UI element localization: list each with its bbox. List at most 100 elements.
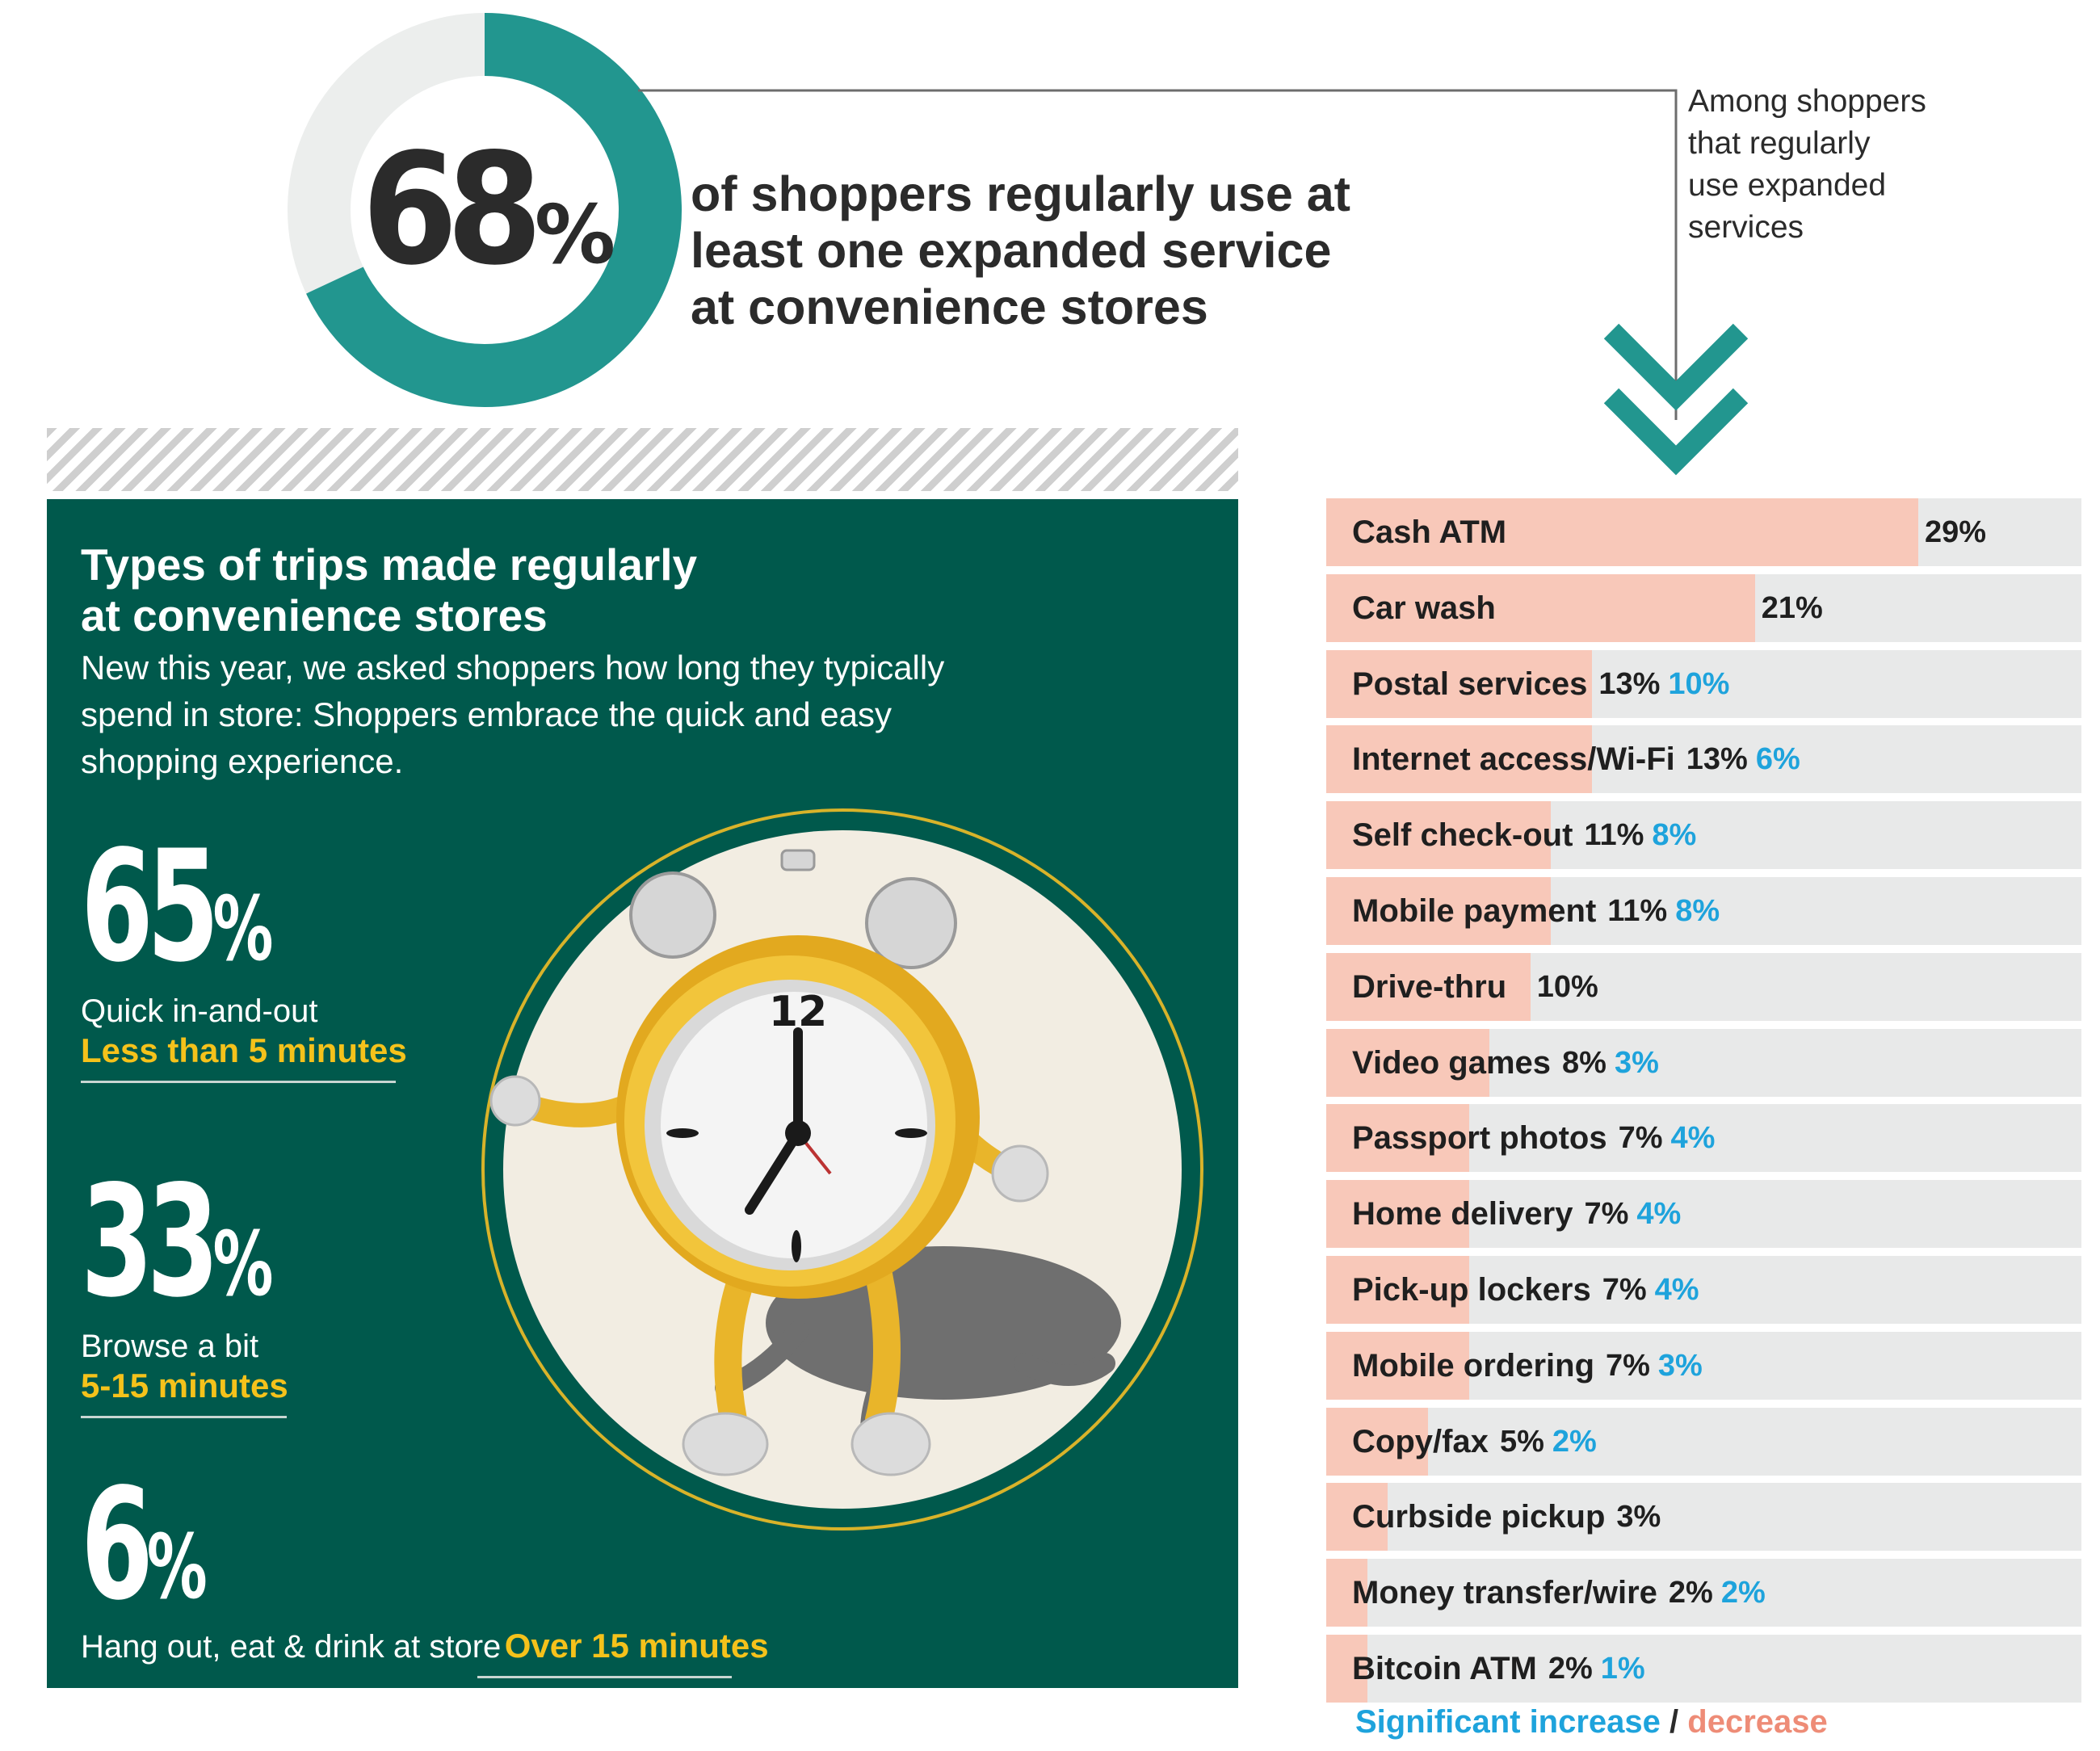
alarm-clock-illustration: 12 xyxy=(481,808,1203,1531)
bar-value-label: 7% 4% xyxy=(1619,1104,1716,1172)
bar-value-label: 2% 2% xyxy=(1669,1559,1766,1627)
bar-row: Passport photos 7% 4% xyxy=(1326,1104,2081,1173)
panel-title-line: at convenience stores xyxy=(81,590,548,640)
bar-category-label: Cash ATM xyxy=(1352,514,1507,550)
bar-row: Internet access/Wi-Fi 13% 6% xyxy=(1326,725,2081,794)
clock-leg-right xyxy=(865,1261,901,1434)
bar-change-value: 3% xyxy=(1657,1348,1703,1383)
panel-title: Types of trips made regularly at conveni… xyxy=(81,540,969,641)
bar-value-label: 10% xyxy=(1537,953,1598,1021)
chart-legend: Significant increase / decrease xyxy=(1355,1704,1828,1741)
stat-label: Quick in-and-out xyxy=(81,993,318,1029)
bar-row: Postal services 13% 10% xyxy=(1326,649,2081,718)
note-line: use expanded xyxy=(1688,168,1887,203)
bar-row: Mobile ordering 7% 3% xyxy=(1326,1331,2081,1400)
bar-value-label: 21% xyxy=(1762,574,1823,642)
stat-label: Hang out, eat & drink at store xyxy=(81,1629,502,1665)
bar-row: Drive-thru 10% xyxy=(1326,952,2081,1021)
bar-row: Cash ATM 29% xyxy=(1326,498,2081,566)
bar-row: Money transfer/wire 2% 2% xyxy=(1326,1559,2081,1627)
bar-value: 7% xyxy=(1584,1197,1629,1232)
bar-category-label: Curbside pickup xyxy=(1352,1499,1606,1535)
bar-value: 3% xyxy=(1616,1500,1661,1535)
stat-divider xyxy=(81,1416,287,1418)
bar-value-label: 7% 4% xyxy=(1602,1256,1699,1324)
bar-row: Bitcoin ATM 2% 1% xyxy=(1326,1635,2081,1703)
bar-value-label: 5% 2% xyxy=(1500,1408,1597,1476)
bar xyxy=(1326,1104,1469,1173)
stat-label: Browse a bit xyxy=(81,1329,259,1364)
clock-tick xyxy=(895,1128,927,1138)
bar-category-label: Pick-up lockers xyxy=(1352,1272,1591,1308)
bar-row: Video games 8% 3% xyxy=(1326,1028,2081,1097)
bar xyxy=(1326,1407,1429,1476)
bar-value-label: 7% 4% xyxy=(1584,1180,1681,1248)
bar xyxy=(1326,498,1918,566)
bar-value-label: 11% 8% xyxy=(1584,801,1696,869)
panel-subtitle-line: shopping experience. xyxy=(81,742,404,780)
bar-row: Pick-up lockers 7% 4% xyxy=(1326,1256,2081,1324)
bar-category-label: Passport photos xyxy=(1352,1120,1607,1157)
clock-bell-left xyxy=(629,871,716,959)
bar-category-label: Drive-thru xyxy=(1352,968,1507,1005)
stat-hangout: 6% Hang out, eat & drink at store Over 1… xyxy=(81,1468,808,1678)
headline-line: at convenience stores xyxy=(691,279,1208,334)
bar-category-label: Copy/fax xyxy=(1352,1423,1489,1459)
donut-arc xyxy=(288,13,682,407)
clock-hand-left xyxy=(489,1075,541,1127)
bar-category-label: Bitcoin ATM xyxy=(1352,1651,1537,1686)
bar-value-label: 11% 8% xyxy=(1607,877,1720,945)
panel-subtitle-line: spend in store: Shoppers embrace the qui… xyxy=(81,695,892,733)
bar-change-value: 10% xyxy=(1668,666,1730,701)
bar-category-label: Internet access/Wi-Fi xyxy=(1352,741,1675,778)
hero-number: 68% xyxy=(362,120,615,299)
bar-value-label: 8% 3% xyxy=(1562,1029,1659,1097)
legend-separator: / xyxy=(1660,1704,1688,1740)
bar-value: 11% xyxy=(1584,818,1644,853)
bar xyxy=(1326,952,1531,1021)
bar-category-label: Postal services xyxy=(1352,666,1588,702)
bar-row: Copy/fax 5% 2% xyxy=(1326,1407,2081,1476)
bar xyxy=(1326,801,1552,870)
bar-category-label: Car wash xyxy=(1352,590,1496,626)
bar-change-value: 3% xyxy=(1614,1045,1659,1080)
bar-value: 13% xyxy=(1598,666,1661,701)
bar-value: 10% xyxy=(1536,969,1598,1004)
bar xyxy=(1326,1256,1469,1324)
bar-row: Mobile payment 11% 8% xyxy=(1326,877,2081,945)
clock-foot-left xyxy=(682,1412,769,1476)
bar-value: 11% xyxy=(1607,894,1668,928)
hero-headline: of shoppers regularly use at least one e… xyxy=(691,166,1418,335)
bar-value-label: 2% 1% xyxy=(1548,1635,1645,1703)
note-line: services xyxy=(1688,210,1804,245)
bar-row: Home delivery 7% 4% xyxy=(1326,1180,2081,1249)
bar xyxy=(1326,1635,1367,1703)
connector-arrow xyxy=(638,89,1749,476)
bar-change-value: 8% xyxy=(1675,894,1720,928)
stat-number: 33% xyxy=(81,1153,273,1331)
bar xyxy=(1326,1180,1469,1249)
clock-center xyxy=(785,1120,811,1146)
legend-increase: Significant increase xyxy=(1355,1704,1661,1740)
clock-bell-right xyxy=(865,877,957,969)
scope-note: Among shoppers that regularly use expand… xyxy=(1688,81,1963,249)
clock-hand-right xyxy=(991,1144,1049,1203)
bar-category-label: Video games xyxy=(1352,1044,1552,1081)
stat-divider xyxy=(477,1676,732,1678)
bar-change-value: 2% xyxy=(1720,1576,1766,1610)
bar-value: 7% xyxy=(1618,1121,1663,1156)
bar-value-label: 3% xyxy=(1616,1483,1661,1551)
stat-quick: 65% Quick in-and-out Less than 5 minutes xyxy=(81,830,407,1083)
chevron-down-icon xyxy=(1603,388,1749,476)
bar-category-label: Mobile ordering xyxy=(1352,1347,1594,1384)
bar xyxy=(1326,1483,1388,1552)
panel-subtitle-line: New this year, we asked shoppers how lon… xyxy=(81,649,945,687)
bar-value: 21% xyxy=(1761,590,1823,625)
hero-donut: 68% xyxy=(288,13,682,407)
bar-change-value: 1% xyxy=(1600,1652,1645,1686)
legend-decrease: decrease xyxy=(1687,1704,1828,1740)
bar-change-value: 2% xyxy=(1552,1424,1597,1459)
headline-line: least one expanded service xyxy=(691,223,1332,278)
bar xyxy=(1326,877,1552,945)
panel-subtitle: New this year, we asked shoppers how lon… xyxy=(81,645,1090,785)
